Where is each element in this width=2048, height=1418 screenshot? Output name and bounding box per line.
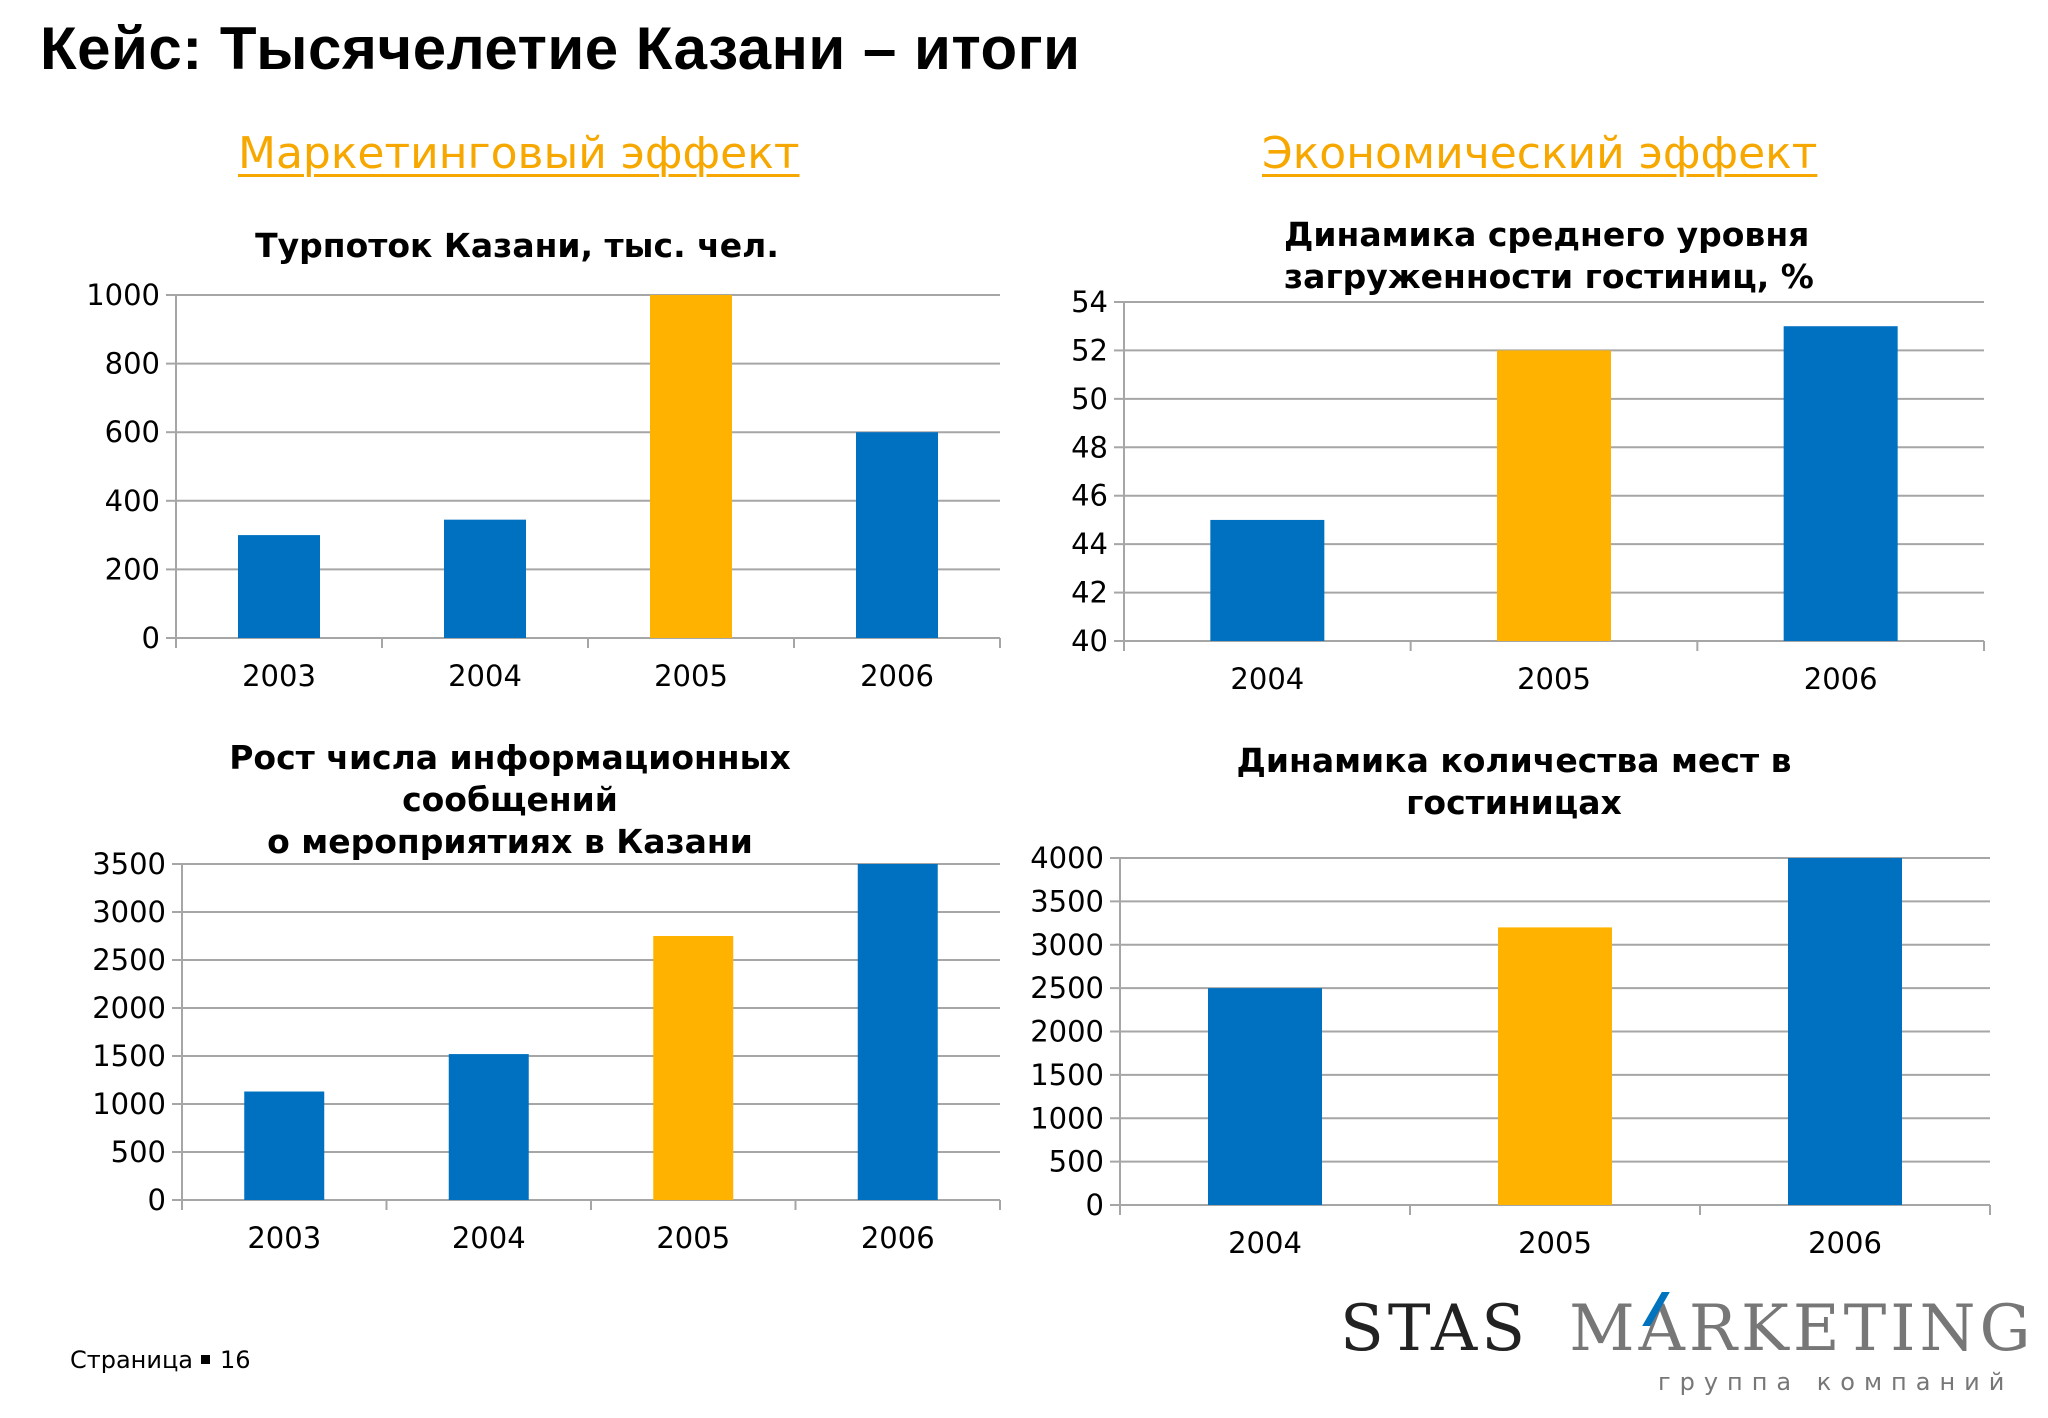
x-tick-label: 2006 <box>1808 1226 1882 1260</box>
y-tick-label: 0 <box>142 621 160 655</box>
y-tick-label: 500 <box>1049 1145 1104 1179</box>
y-tick-label: 4000 <box>1030 841 1104 875</box>
y-tick-label: 3500 <box>92 847 166 881</box>
y-tick-label: 0 <box>1086 1188 1104 1222</box>
page-label: Страница <box>70 1346 194 1374</box>
y-tick-label: 2000 <box>92 991 166 1025</box>
x-tick-label: 2003 <box>247 1221 321 1255</box>
x-tick-label: 2006 <box>861 1221 935 1255</box>
x-tick-label: 2005 <box>1517 662 1591 696</box>
bar-2006 <box>1783 326 1898 641</box>
y-tick-label: 1000 <box>86 278 160 312</box>
y-tick-label: 52 <box>1071 333 1108 367</box>
chart-title: Динамика количества мест в гостиницах <box>1236 741 1792 822</box>
y-tick-label: 40 <box>1071 624 1108 658</box>
chart-hotel-capacity-plot: 0 500 1000 1500 2000 2500 3000 3500 4000 2004 2005… <box>1030 841 1991 1260</box>
x-tick-label: 2005 <box>1518 1226 1592 1260</box>
company-logo: STAS MARKETING группа компаний <box>1340 1292 2031 1402</box>
y-tick-label: 800 <box>105 347 160 381</box>
y-tick-label: 54 <box>1071 285 1108 319</box>
chart-hotel-occupancy-plot: 40 42 44 46 48 50 52 54 2004 2005 2006 <box>1071 285 1985 696</box>
x-tick-label: 2003 <box>242 659 316 693</box>
y-tick-label: 2000 <box>1030 1015 1104 1049</box>
page-number: 16 <box>220 1346 251 1374</box>
chart-info-messages: Рост числа информационных сообщений о ме… <box>0 0 1024 1300</box>
chart-title: Рост числа информационных сообщений о ме… <box>229 738 791 861</box>
logo-wordmark: STAS MARKETING <box>1340 1292 2035 1366</box>
y-tick-label: 1500 <box>1030 1058 1104 1092</box>
bullet-square-icon <box>201 1354 211 1364</box>
y-tick-label: 42 <box>1071 576 1108 610</box>
bar-2005 <box>653 936 734 1200</box>
x-tick-label: 2006 <box>1804 662 1878 696</box>
x-tick-label: 2006 <box>860 659 934 693</box>
x-tick-label: 2004 <box>1228 1226 1302 1260</box>
bar-2006 <box>857 864 938 1200</box>
section-heading-economic[interactable]: Экономический эффект <box>1262 128 1818 179</box>
chart-title: Динамика среднего уровня загруженности г… <box>1284 215 1814 296</box>
y-tick-label: 1000 <box>1030 1101 1104 1135</box>
y-tick-label: 500 <box>111 1135 166 1169</box>
y-tick-label: 400 <box>105 484 160 518</box>
bar-2005 <box>1498 927 1612 1205</box>
chart-tourist-flow: Турпоток Казани, тыс. чел. 0 200 400 600 800… <box>0 0 1024 700</box>
x-tick-label: 2004 <box>1230 662 1304 696</box>
section-heading-marketing[interactable]: Маркетинговый эффект <box>238 128 800 179</box>
y-tick-label: 46 <box>1071 479 1108 513</box>
slide-title: Кейс: Тысячелетие Казани – итоги <box>40 15 1081 82</box>
chart-tourist-flow-plot: 0 200 400 600 800 1000 2003 2004 2005 2006 <box>86 278 1001 693</box>
bar-2004 <box>448 1054 529 1200</box>
y-tick-label: 44 <box>1071 527 1108 561</box>
y-tick-label: 2500 <box>1030 971 1104 1005</box>
bar-2004 <box>1208 988 1322 1205</box>
y-tick-label: 600 <box>105 415 160 449</box>
page-footer: Страница 16 <box>70 1346 251 1374</box>
chart-title: Турпоток Казани, тыс. чел. <box>255 226 779 265</box>
y-tick-label: 1000 <box>92 1087 166 1121</box>
bar-2006 <box>1788 858 1902 1205</box>
bar-2006 <box>856 432 938 638</box>
y-tick-label: 1500 <box>92 1039 166 1073</box>
x-tick-label: 2005 <box>654 659 728 693</box>
y-tick-label: 48 <box>1071 430 1108 464</box>
y-tick-label: 2500 <box>92 943 166 977</box>
y-tick-label: 200 <box>105 552 160 586</box>
y-tick-label: 50 <box>1071 382 1108 416</box>
bar-2003 <box>244 1091 325 1200</box>
x-tick-label: 2005 <box>656 1221 730 1255</box>
bar-2005 <box>650 295 732 638</box>
y-tick-label: 3000 <box>1030 928 1104 962</box>
y-tick-label: 3500 <box>1030 884 1104 918</box>
bar-2004 <box>1210 519 1325 641</box>
logo-subtitle: группа компаний <box>1658 1368 2014 1396</box>
bar-2003 <box>238 535 320 638</box>
chart-hotel-occupancy: Динамика среднего уровня загруженности г… <box>1024 0 2048 700</box>
x-tick-label: 2004 <box>448 659 522 693</box>
chart-info-messages-plot: 0 500 1000 1500 2000 2500 3000 3500 2003 2004 2005… <box>92 847 1001 1255</box>
y-tick-label: 0 <box>148 1183 166 1217</box>
chart-hotel-capacity: Динамика количества мест в гостиницах 0 5… <box>1024 0 2048 1300</box>
x-tick-label: 2004 <box>452 1221 526 1255</box>
bar-2005 <box>1497 350 1611 641</box>
y-tick-label: 3000 <box>92 895 166 929</box>
bar-2004 <box>444 519 526 638</box>
